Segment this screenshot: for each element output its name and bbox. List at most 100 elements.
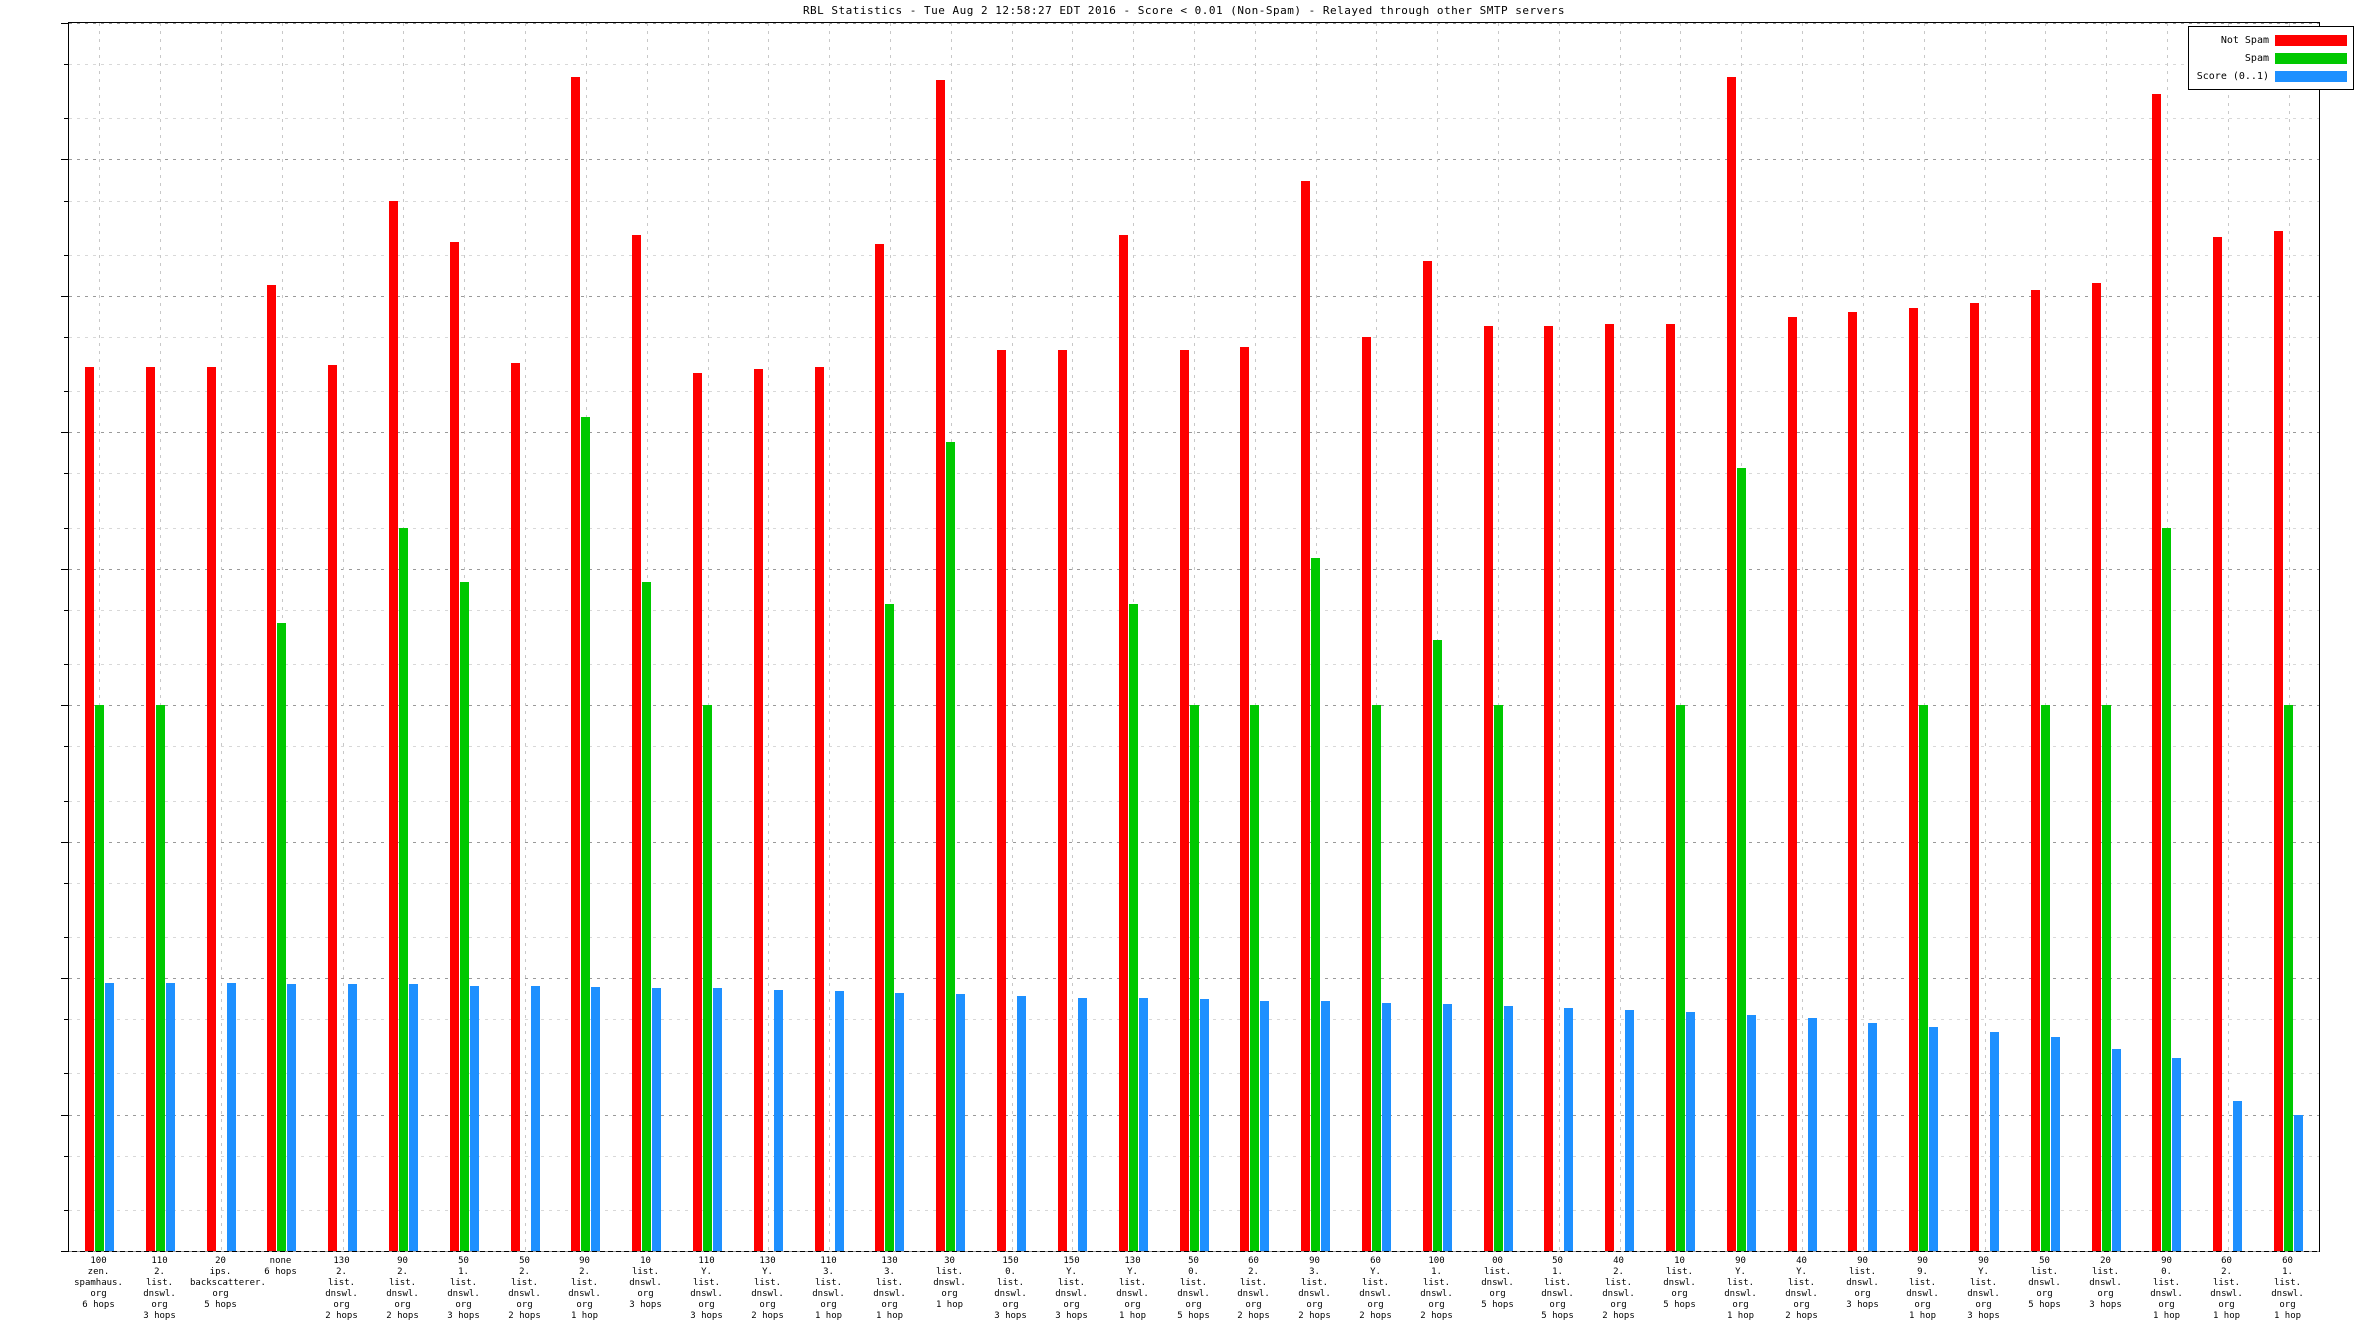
gridline-vertical [768,23,769,1251]
y-tick-mark-minor [64,391,69,393]
y-tick-mark [61,841,69,843]
legend-item-not-spam: Not Spam [2197,31,2347,49]
legend-label-score: Score (0..1) [2196,70,2269,82]
y-tick-mark [61,432,69,434]
x-tick-label: 40 2. list. dnswl. org 2 hops [1602,1256,1635,1321]
y-tick-mark-minor [64,1155,69,1157]
bar-score [409,984,418,1251]
bar-not-spam [997,350,1006,1251]
bar-spam [642,582,651,1251]
plot-area: 1000001000010001001010.10.010.0010.0001 [61,22,2320,1252]
y-tick-mark-minor [64,527,69,529]
bar-score [895,993,904,1251]
x-tick-label: 50 1. list. dnswl. org 5 hops [1541,1256,1574,1321]
gridline-vertical [1012,23,1013,1251]
gridline-vertical [1255,23,1256,1251]
bar-not-spam [2031,290,2040,1251]
x-tick-label: 110 2. list. dnswl. org 3 hops [143,1256,176,1321]
bar-spam [277,623,286,1251]
x-tick-label: 150 0. list. dnswl. org 3 hops [994,1256,1027,1321]
y-tick-mark [61,295,69,297]
x-tick-label: 130 3. list. dnswl. org 1 hop [873,1256,906,1321]
legend-swatch-spam [2275,52,2347,64]
bar-score [227,983,236,1251]
x-tick-label: 60 2. list. dnswl. org 2 hops [1237,1256,1270,1321]
x-tick-label: none 6 hops [264,1256,297,1277]
x-tick-label: 10 list. dnswl. org 5 hops [1663,1256,1696,1310]
gridline-vertical [160,23,161,1251]
bar-score [835,991,844,1251]
chart-legend: Not Spam Spam Score (0..1) [2187,26,2354,90]
y-tick-mark [61,23,69,24]
bar-spam [1129,604,1138,1251]
y-tick-mark-minor [64,746,69,748]
bar-score [1747,1015,1756,1251]
bar-score [1078,998,1087,1251]
bar-not-spam [1484,326,1493,1251]
bar-score [166,983,175,1251]
bar-not-spam [2213,237,2222,1251]
x-tick-label: 50 1. list. dnswl. org 3 hops [447,1256,480,1321]
x-tick-label: 100 zen. spamhaus. org 6 hops [74,1256,123,1310]
y-tick-mark-minor [64,473,69,475]
legend-label-not-spam: Not Spam [2220,34,2269,46]
x-tick-label: 90 3. list. dnswl. org 2 hops [1298,1256,1331,1321]
bar-spam [460,582,469,1251]
gridline-vertical [99,23,100,1251]
bar-score [105,983,114,1251]
x-tick-label: 130 Y. list. dnswl. org 1 hop [1116,1256,1149,1321]
x-tick-label: 90 Y. list. dnswl. org 3 hops [1967,1256,2000,1321]
x-axis-labels: 100 zen. spamhaus. org 6 hops 110 2. list… [68,1256,2320,1332]
bar-score [713,988,722,1251]
bar-not-spam [267,285,276,1251]
gridline-vertical [829,23,830,1251]
legend-item-spam: Spam [2197,49,2347,67]
bar-spam [703,705,712,1251]
bar-score [1443,1004,1452,1251]
bar-not-spam [2152,94,2161,1251]
bar-spam [885,604,894,1251]
bar-score [1382,1003,1391,1251]
bar-spam [1250,705,1259,1251]
gridline-vertical [1559,23,1560,1251]
bar-not-spam [1301,181,1310,1251]
bar-not-spam [754,369,763,1251]
bar-score [1990,1032,1999,1251]
y-tick-mark-minor [64,336,69,338]
bar-spam [1919,705,1928,1251]
y-tick-mark-minor [64,1019,69,1021]
y-tick-mark-minor [64,1209,69,1211]
bar-spam [2102,705,2111,1251]
legend-swatch-score [2275,70,2347,82]
gridline-vertical [525,23,526,1251]
bar-spam [1433,640,1442,1251]
x-tick-label: 90 2. list. dnswl. org 2 hops [386,1256,419,1321]
bar-not-spam [1119,235,1128,1251]
gridline-vertical [1376,23,1377,1251]
bar-spam [1311,558,1320,1251]
x-tick-label: 90 0. list. dnswl. org 1 hop [2150,1256,2183,1321]
x-tick-label: 50 0. list. dnswl. org 5 hops [1177,1256,1210,1321]
gridline-vertical [1194,23,1195,1251]
y-tick-mark-minor [64,200,69,202]
y-tick-mark [61,1251,69,1252]
x-tick-label: 110 Y. list. dnswl. org 3 hops [690,1256,723,1321]
y-tick-mark [61,1114,69,1116]
bar-score [591,987,600,1251]
x-tick-label: 00 list. dnswl. org 5 hops [1481,1256,1514,1310]
bar-not-spam [1909,308,1918,1251]
bar-not-spam [1727,77,1736,1251]
x-tick-label: 60 Y. list. dnswl. org 2 hops [1359,1256,1392,1321]
bar-spam [2041,705,2050,1251]
bar-not-spam [1240,347,1249,1251]
bar-spam [399,528,408,1251]
bar-not-spam [1970,303,1979,1251]
bar-spam [1737,468,1746,1251]
bar-not-spam [1058,350,1067,1251]
gridline-vertical [2045,23,2046,1251]
gridline-vertical [2228,23,2229,1251]
bar-not-spam [450,242,459,1251]
bar-not-spam [1544,326,1553,1251]
bar-score [1625,1010,1634,1251]
x-tick-label: 100 1. list. dnswl. org 2 hops [1420,1256,1453,1321]
